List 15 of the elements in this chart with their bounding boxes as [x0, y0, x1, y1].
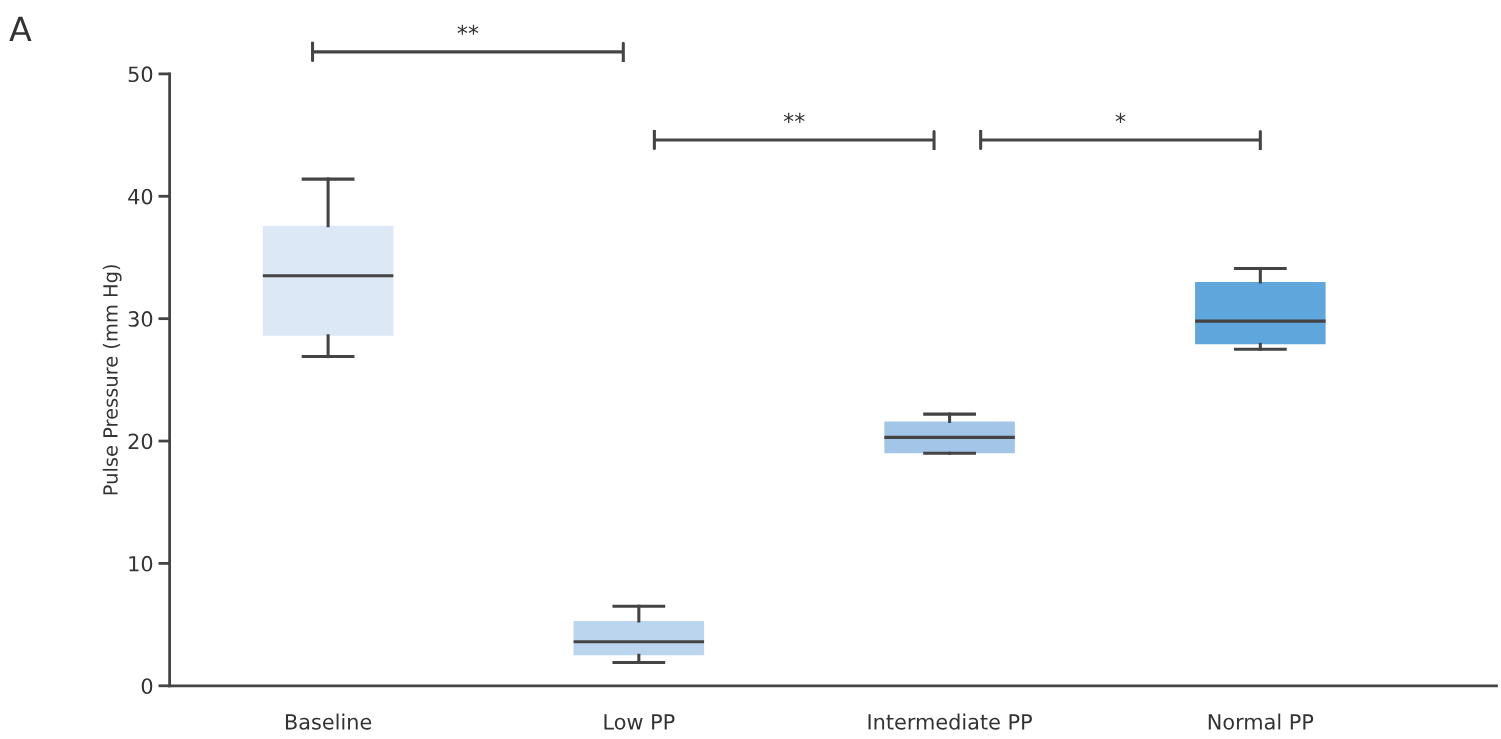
y-tick-label: 20: [128, 433, 153, 450]
text: **: [457, 24, 479, 35]
x-tick-label: Baseline: [285, 713, 372, 730]
y-tick-label: 30: [128, 311, 153, 327]
y-tick-label: 10: [129, 555, 153, 572]
annotation: **: [783, 112, 805, 123]
y-axis-title: Pulse Pressure (mm Hg): [102, 265, 122, 495]
x-tick-label: Low PP: [604, 714, 675, 730]
x-tick-label: Intermediate PP: [868, 713, 1032, 730]
y-tick-label: 50: [128, 66, 153, 83]
y-tick-label: 0: [141, 678, 153, 694]
text: A: [9, 16, 32, 42]
x-tick-label: Normal PP: [1208, 713, 1314, 730]
y-tick-label: 40: [128, 188, 153, 205]
annotation: *: [1115, 112, 1126, 123]
